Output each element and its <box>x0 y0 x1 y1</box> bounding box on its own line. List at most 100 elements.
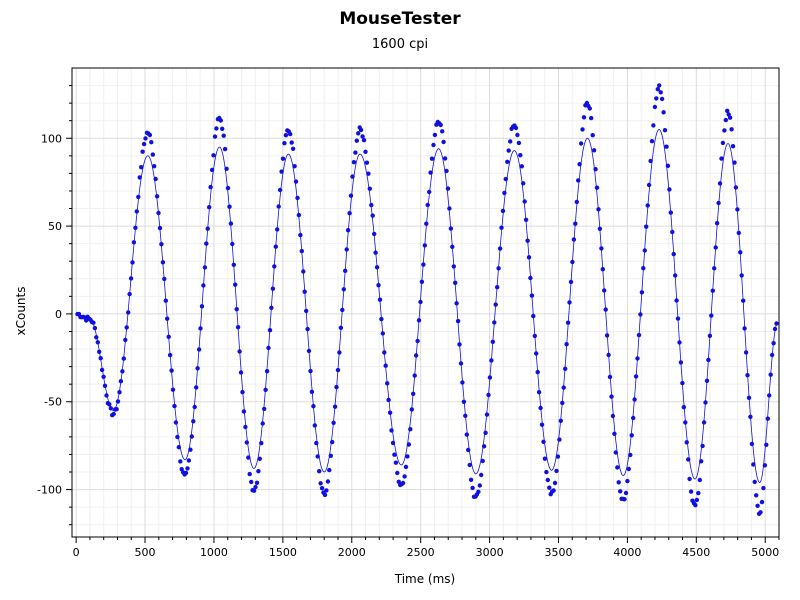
data-point <box>289 140 294 145</box>
data-point <box>170 387 176 392</box>
data-point <box>393 460 399 465</box>
data-point <box>667 187 672 192</box>
data-point <box>448 226 454 231</box>
data-point <box>738 250 743 255</box>
data-point <box>133 225 138 230</box>
x-tick-label: 4500 <box>682 546 710 559</box>
data-point <box>247 471 252 477</box>
data-point <box>457 342 462 347</box>
data-point <box>319 486 325 491</box>
data-point <box>189 434 194 439</box>
data-point <box>102 383 108 388</box>
data-point <box>228 221 234 226</box>
data-point <box>322 492 328 498</box>
data-point <box>628 452 633 458</box>
data-point <box>257 456 262 461</box>
data-point <box>385 381 390 386</box>
y-axis-ticks: -100 -50 0 50 100 <box>37 85 72 526</box>
data-point <box>453 280 458 285</box>
data-point <box>529 293 535 298</box>
data-point <box>523 217 529 222</box>
data-point <box>389 428 394 433</box>
data-point <box>369 202 374 208</box>
x-tick-label: 4000 <box>613 546 641 559</box>
data-point <box>195 366 200 371</box>
data-point <box>464 432 469 437</box>
data-point <box>758 510 763 515</box>
data-point <box>697 477 702 483</box>
data-point <box>454 301 459 306</box>
data-point <box>596 207 601 212</box>
data-point <box>609 394 614 399</box>
data-point <box>424 221 429 226</box>
data-point <box>622 497 627 502</box>
data-point <box>209 167 215 173</box>
data-point <box>249 479 254 485</box>
data-point <box>707 333 713 338</box>
data-point <box>652 104 658 110</box>
data-point <box>528 275 533 281</box>
data-point <box>114 407 119 412</box>
data-point <box>328 453 333 458</box>
data-point <box>599 246 604 251</box>
data-point <box>745 373 750 378</box>
data-point <box>411 391 416 396</box>
data-point <box>480 458 485 464</box>
data-point <box>545 477 550 483</box>
x-tick-label: 2000 <box>338 546 366 559</box>
data-point <box>723 117 728 123</box>
data-point <box>282 141 287 146</box>
data-point <box>317 469 322 474</box>
data-point <box>163 298 168 303</box>
data-point <box>292 164 297 169</box>
data-point <box>764 442 769 447</box>
data-point <box>421 262 426 267</box>
data-point <box>772 326 778 332</box>
data-point <box>703 400 708 405</box>
data-point <box>678 360 684 365</box>
data-point <box>754 493 759 498</box>
data-point <box>167 352 173 358</box>
data-point <box>143 136 148 141</box>
data-point <box>205 226 210 231</box>
data-point <box>477 483 482 488</box>
data-point <box>126 310 131 315</box>
y-tick-label: 50 <box>48 220 62 233</box>
data-point <box>704 378 710 383</box>
data-point <box>661 110 666 115</box>
data-point <box>662 128 668 133</box>
data-point <box>425 202 430 208</box>
chart-subtitle: 1600 cpi <box>371 37 429 52</box>
data-point <box>631 415 636 421</box>
data-point <box>117 390 122 395</box>
data-point <box>484 412 490 417</box>
data-point <box>315 454 320 459</box>
data-point <box>496 266 501 271</box>
data-point <box>727 115 733 120</box>
data-point <box>160 260 166 265</box>
data-point <box>518 153 523 158</box>
data-point <box>251 488 257 493</box>
data-point <box>508 139 513 144</box>
data-point <box>345 228 351 233</box>
data-point <box>224 166 229 171</box>
data-point <box>774 321 779 326</box>
data-point <box>413 353 419 358</box>
data-point <box>568 279 574 285</box>
data-point <box>577 162 582 167</box>
data-point <box>387 410 393 415</box>
series-points <box>75 83 779 516</box>
data-point <box>382 350 387 355</box>
data-point <box>395 470 400 476</box>
data-point <box>324 488 329 493</box>
data-point <box>521 181 526 186</box>
data-point <box>305 326 310 332</box>
data-point <box>331 420 336 425</box>
data-point <box>325 479 331 484</box>
data-point <box>238 370 244 375</box>
data-point <box>625 478 630 484</box>
data-point <box>558 418 563 423</box>
data-point <box>440 129 445 134</box>
data-point <box>296 212 302 218</box>
